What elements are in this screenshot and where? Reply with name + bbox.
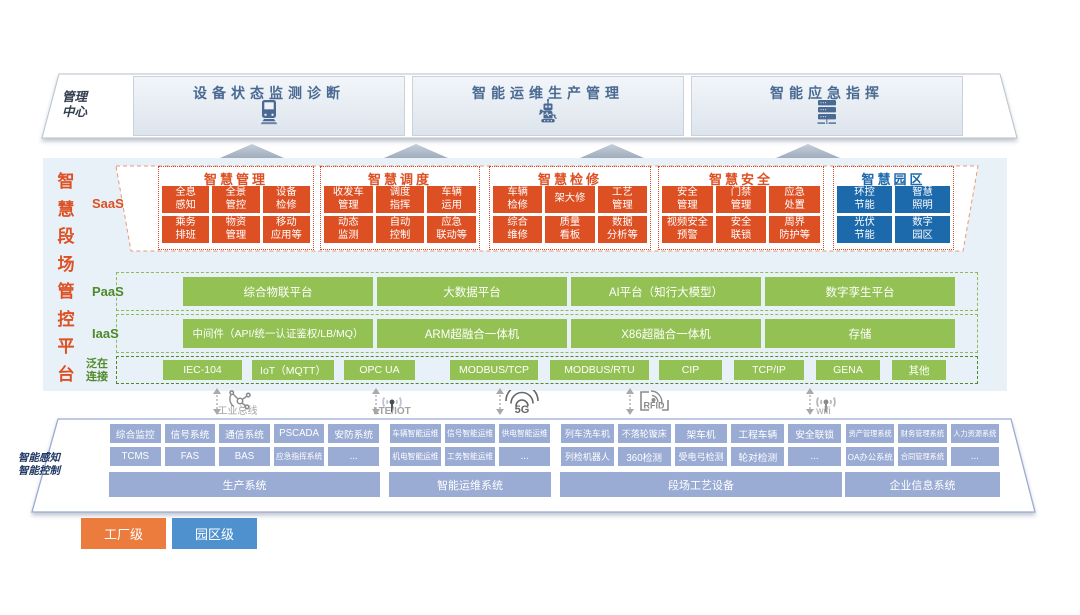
- svg-text:5G: 5G: [515, 404, 530, 414]
- svg-text:RFID: RFID: [644, 401, 665, 411]
